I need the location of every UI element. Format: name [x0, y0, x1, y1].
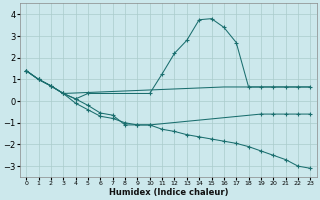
- X-axis label: Humidex (Indice chaleur): Humidex (Indice chaleur): [108, 188, 228, 197]
